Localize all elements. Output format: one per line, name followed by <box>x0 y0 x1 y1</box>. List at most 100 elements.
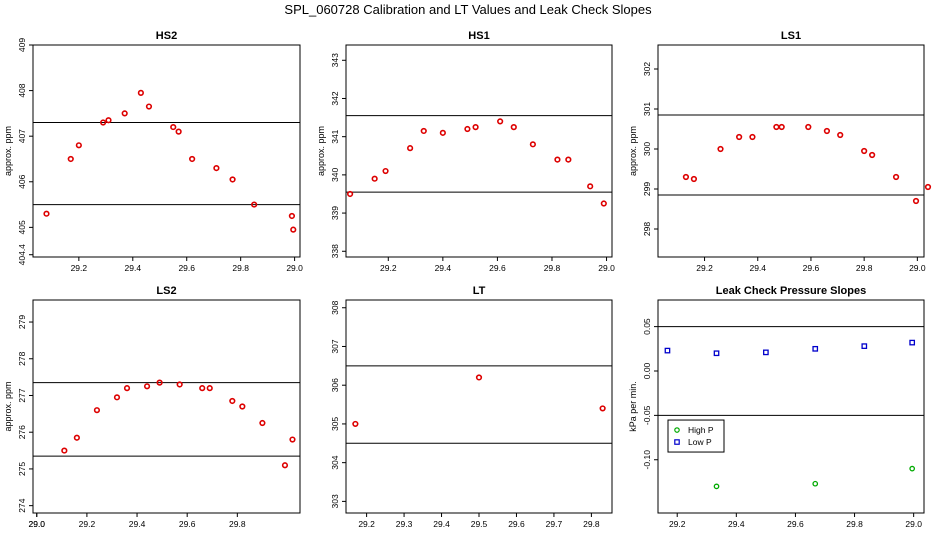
data-point <box>288 212 296 220</box>
data-point <box>175 128 182 135</box>
data-point <box>420 127 427 135</box>
panel-hs2: HS2 approx. ppm 29.2 29.4 29.6 29.8 29.0 404.4 4… <box>3 30 303 273</box>
data-point-low-p <box>763 349 769 356</box>
data-point-high-p <box>812 480 819 487</box>
plot-frame <box>32 299 301 514</box>
data-point <box>439 129 446 136</box>
data-point <box>73 434 80 441</box>
data-point <box>239 403 246 410</box>
data-point <box>156 379 163 386</box>
y-tick-label: 342 <box>330 91 340 105</box>
x-tick-label: 29.0 <box>286 263 303 273</box>
y-tick-label: 306 <box>330 378 340 392</box>
x-tick-label: 29.3 <box>396 519 413 529</box>
data-point <box>281 462 289 469</box>
data-point-low-p <box>664 347 671 354</box>
y-tick-label: 279 <box>17 315 27 329</box>
data-point <box>823 127 831 135</box>
data-point <box>61 447 68 454</box>
data-point <box>773 123 780 131</box>
data-point-low-p <box>861 343 868 350</box>
data-point <box>407 145 414 152</box>
x-tick-label: 29.2 <box>79 519 96 529</box>
data-point <box>599 405 606 412</box>
x-tick-label: 29.8 <box>229 519 246 529</box>
data-point <box>565 156 572 163</box>
data-point <box>346 190 354 198</box>
x-tick-label: 29.0 <box>905 519 922 529</box>
y-tick-label: 299 <box>642 182 652 196</box>
panel-leak-check-pressure-slopes: Leak Check Pressure Slopes kPa per min. 29… <box>628 285 925 529</box>
y-tick-label: 405 <box>17 220 27 234</box>
data-point <box>176 381 183 388</box>
x-tick-label: 29.7 <box>546 519 563 529</box>
data-point <box>475 374 483 381</box>
data-point <box>805 123 812 131</box>
y-tick-label: 308 <box>330 300 340 314</box>
panel-title: HS2 <box>156 30 177 42</box>
x-tick-label: 29.5 <box>471 519 488 529</box>
legend-label: Low P <box>688 437 712 447</box>
y-tick-label: 338 <box>330 244 340 258</box>
data-point <box>121 110 128 117</box>
y-tick-label: 0.00 <box>642 362 652 379</box>
data-point <box>199 385 206 392</box>
data-point <box>736 133 743 141</box>
y-tick-label: 278 <box>17 351 27 365</box>
x-tick-label: 29.6 <box>489 263 506 273</box>
panel-title: LS1 <box>781 30 801 42</box>
y-tick-label: 406 <box>17 174 27 188</box>
data-point <box>105 117 112 124</box>
panel-title: LT <box>473 285 486 297</box>
data-point <box>510 124 517 131</box>
data-point <box>682 173 690 181</box>
data-point <box>289 436 296 443</box>
y-tick-label: 341 <box>330 129 340 143</box>
data-point-high-p <box>909 465 916 472</box>
data-point <box>352 420 359 428</box>
data-point <box>100 119 107 126</box>
data-point-low-p <box>713 350 720 357</box>
y-tick-label: 340 <box>330 168 340 182</box>
x-tick-label: 29.2 <box>71 263 88 273</box>
x-tick-label: 29.0 <box>28 519 45 529</box>
data-point <box>690 175 698 183</box>
x-tick-label: 29.6 <box>508 519 525 529</box>
plot-frame <box>32 44 301 258</box>
data-point <box>93 407 101 414</box>
y-tick-label: 274 <box>17 498 27 512</box>
y-tick-label: 307 <box>330 339 340 353</box>
x-tick-label: 29.4 <box>125 263 142 273</box>
x-tick-label: 29.0 <box>909 263 926 273</box>
legend-marker-low-p <box>674 439 680 445</box>
data-point <box>837 131 844 139</box>
x-tick-label: 29.6 <box>787 519 804 529</box>
y-tick-label: 407 <box>17 129 27 143</box>
data-point <box>472 124 479 131</box>
data-point <box>869 151 876 159</box>
x-tick-label: 29.0 <box>598 263 615 273</box>
y-tick-label: 408 <box>17 83 27 97</box>
panel-title: LS2 <box>156 285 176 297</box>
data-point <box>382 167 389 175</box>
y-tick-label: 343 <box>330 53 340 67</box>
data-point <box>587 183 594 190</box>
x-tick-label: 29.4 <box>749 263 766 273</box>
data-point <box>229 397 236 405</box>
data-point <box>371 175 378 182</box>
y-tick-label: 301 <box>642 102 652 116</box>
plot-frame <box>657 44 925 258</box>
x-tick-label: 29.6 <box>178 263 195 273</box>
x-tick-label: 29.6 <box>803 263 820 273</box>
data-point <box>43 210 50 217</box>
data-point <box>113 394 121 401</box>
x-tick-label: 29.4 <box>435 263 452 273</box>
data-point <box>206 385 213 392</box>
data-point <box>290 226 297 233</box>
legend-marker-high-p <box>674 427 680 433</box>
data-point <box>778 123 785 131</box>
data-point <box>145 103 153 110</box>
panel-title: HS1 <box>468 30 489 42</box>
y-axis-label: approx. ppm <box>3 126 13 176</box>
